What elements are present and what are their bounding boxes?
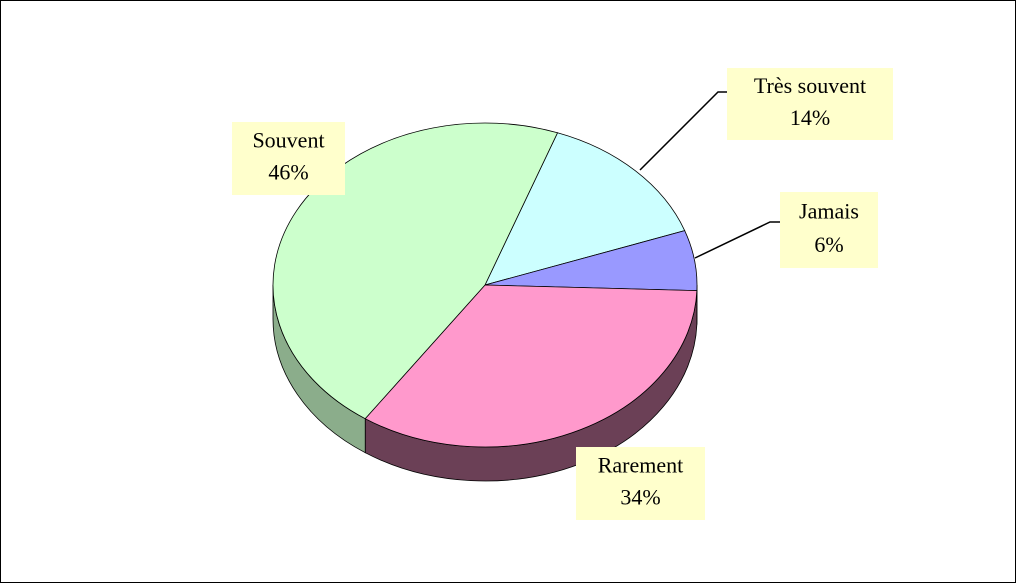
category-label: Très souvent xyxy=(754,73,866,98)
value-label: 6% xyxy=(814,232,843,257)
value-label: 34% xyxy=(620,485,660,510)
label-box xyxy=(727,68,893,140)
pie-slice xyxy=(364,284,698,448)
pie-slice xyxy=(272,122,559,420)
label-box xyxy=(232,122,345,195)
label-box xyxy=(780,192,878,268)
value-label: 46% xyxy=(268,160,308,185)
pie-slice xyxy=(484,132,686,286)
category-label: Jamais xyxy=(799,198,859,223)
category-label: Rarement xyxy=(598,452,684,477)
category-label: Souvent xyxy=(252,127,324,152)
label-box xyxy=(576,447,705,520)
value-label: 14% xyxy=(790,105,830,130)
leader-line xyxy=(694,221,780,259)
leader-line xyxy=(639,91,727,171)
